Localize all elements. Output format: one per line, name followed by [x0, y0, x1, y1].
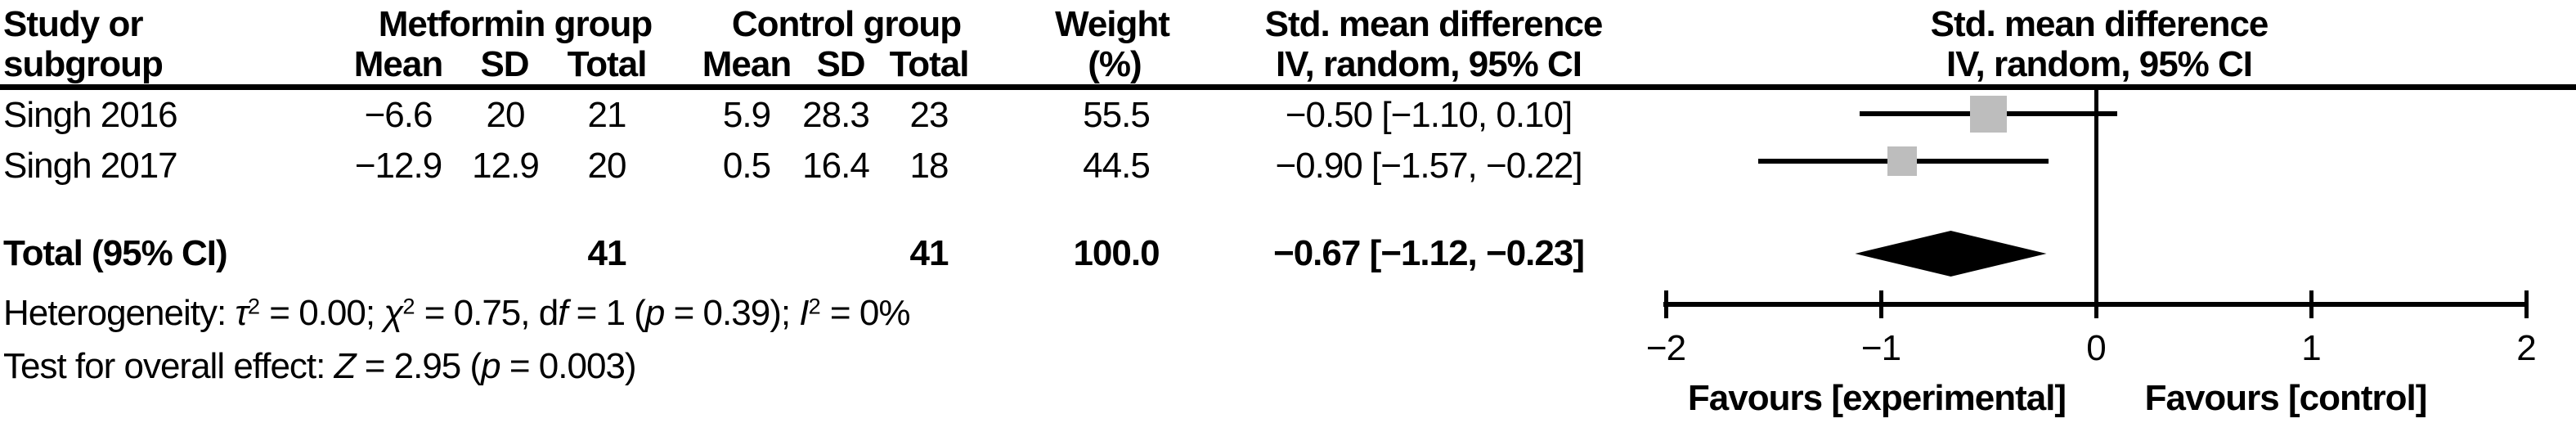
total-weight-cell: 100.0: [1073, 233, 1160, 273]
weight-cell: 55.5: [1083, 95, 1151, 135]
axis-tick: [1664, 290, 1668, 318]
stat-segment: = 0.39);: [664, 293, 800, 333]
header-plot-line1: Std. mean difference: [1930, 4, 2269, 44]
study-label: Singh 2016: [3, 95, 178, 135]
favours-left-label: Favours [experimental]: [1687, 378, 2067, 418]
stat-segment: Test for overall effect:: [3, 346, 334, 386]
header-rule: [0, 84, 2576, 90]
g2-mean-cell: 0.5: [722, 146, 771, 186]
g2-total-cell: 18: [909, 146, 949, 186]
header-group2-total: Total: [889, 44, 970, 84]
zero-line: [2094, 90, 2098, 318]
header-effect-line1: Std. mean difference: [1264, 4, 1604, 44]
g2-total-cell: 23: [909, 95, 949, 135]
axis-tick-label: −1: [1860, 328, 1901, 368]
stat-segment: = 0%: [820, 293, 911, 333]
header-study-line1: Study or: [3, 4, 143, 44]
stat-segment: 2: [247, 293, 261, 319]
stat-segment: p: [644, 293, 666, 333]
total-g2-total-cell: 41: [909, 233, 949, 273]
header-group2-sd: SD: [816, 44, 865, 84]
stat-segment: p: [481, 346, 501, 386]
header-group1-sd: SD: [480, 44, 529, 84]
effect-square: [1887, 146, 1918, 176]
g2-sd-cell: 16.4: [802, 146, 870, 186]
g1-sd-cell: 20: [486, 95, 526, 135]
stat-segment: I: [799, 293, 809, 333]
g1-mean-cell: −12.9: [354, 146, 442, 186]
total-label: Total (95% CI): [3, 233, 228, 273]
stat-segment: Heterogeneity:: [3, 293, 236, 333]
g1-mean-cell: −6.6: [364, 95, 433, 135]
header-weight-line2: (%): [1088, 44, 1142, 84]
axis-tick-label: 1: [2301, 328, 2322, 368]
axis-tick-label: 2: [2516, 328, 2537, 368]
heterogeneity-text: Heterogeneity: τ2 = 0.00; χ2 = 0.75, df …: [3, 293, 911, 334]
effect-ci-cell: −0.90 [−1.57, −0.22]: [1275, 146, 1582, 186]
axis-tick-label: 0: [2086, 328, 2107, 368]
total-g1-total-cell: 41: [587, 233, 627, 273]
pooled-diamond: [1855, 231, 2047, 277]
stat-segment: = 0.75, d: [415, 293, 559, 333]
effect-ci-cell: −0.50 [−1.10, 0.10]: [1285, 95, 1573, 135]
overall-effect-text: Test for overall effect: Z = 2.95 (p = 0…: [3, 346, 637, 387]
favours-right-label: Favours [control]: [2144, 378, 2428, 418]
axis-tick: [2524, 290, 2529, 318]
header-group1: Metformin group: [378, 4, 653, 44]
stat-segment: f: [558, 293, 568, 333]
header-group1-mean: Mean: [353, 44, 443, 84]
study-label: Singh 2017: [3, 146, 178, 186]
header-group2: Control group: [731, 4, 962, 44]
header-plot-line2: IV, random, 95% CI: [1945, 44, 2253, 84]
g1-total-cell: 20: [587, 146, 627, 186]
stat-segment: = 0.00;: [260, 293, 384, 333]
header-effect-line2: IV, random, 95% CI: [1275, 44, 1582, 84]
stat-segment: 2: [808, 293, 821, 319]
stat-segment: Z: [334, 346, 357, 386]
axis-tick-label: −2: [1645, 328, 1686, 368]
g2-sd-cell: 28.3: [802, 95, 870, 135]
weight-cell: 44.5: [1083, 146, 1151, 186]
stat-segment: τ: [235, 293, 249, 333]
effect-square: [1970, 95, 2007, 133]
stat-segment: = 2.95 (: [355, 346, 482, 386]
axis-tick: [2094, 290, 2098, 318]
stat-segment: 2: [402, 293, 415, 319]
axis-tick: [2309, 290, 2313, 318]
axis-tick: [1879, 290, 1883, 318]
header-group1-total: Total: [567, 44, 648, 84]
stat-segment: = 1 (: [567, 293, 646, 333]
g1-total-cell: 21: [587, 95, 627, 135]
g1-sd-cell: 12.9: [472, 146, 540, 186]
g2-mean-cell: 5.9: [722, 95, 771, 135]
stat-segment: χ: [384, 293, 403, 333]
header-group2-mean: Mean: [702, 44, 792, 84]
stat-segment: = 0.003): [500, 346, 637, 386]
total-effect-ci-cell: −0.67 [−1.12, −0.23]: [1273, 233, 1585, 273]
header-study-line2: subgroup: [3, 44, 164, 84]
header-weight-line1: Weight: [1055, 4, 1170, 44]
